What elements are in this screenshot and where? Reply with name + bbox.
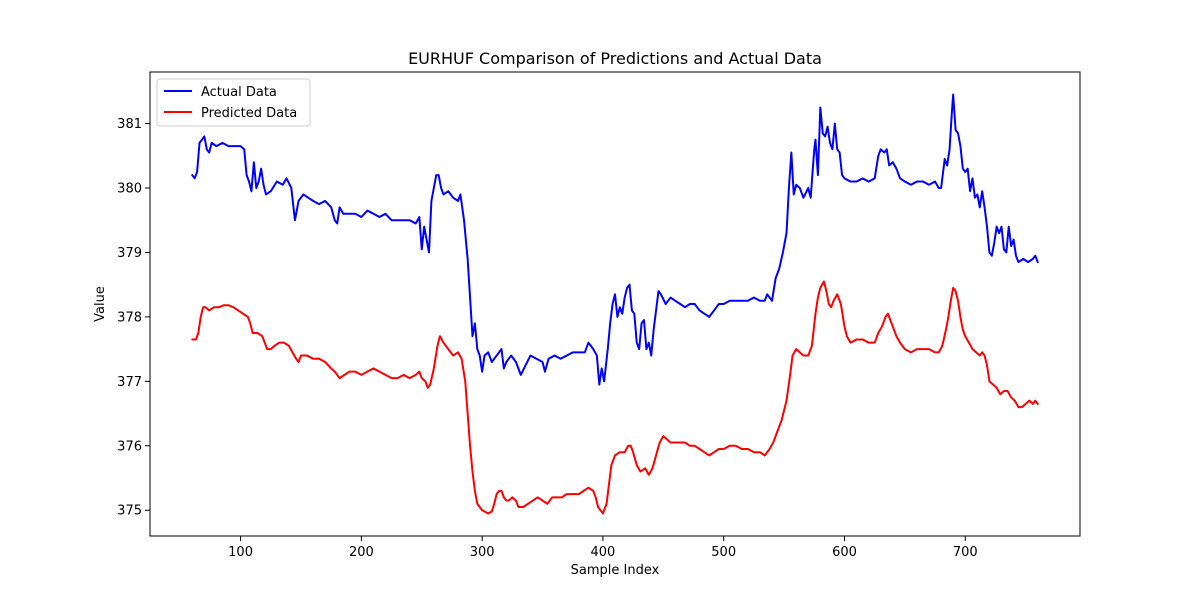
y-tick-label: 376 xyxy=(117,439,142,454)
series-line-predicted xyxy=(191,280,1039,515)
y-tick-label: 380 xyxy=(117,182,142,197)
y-axis-label: Value xyxy=(93,286,108,322)
x-tick-label: 200 xyxy=(349,545,374,560)
series-layer xyxy=(191,93,1039,515)
plot-frame xyxy=(149,71,1081,537)
x-axis-label: Sample Index xyxy=(571,563,660,578)
x-tick-label: 100 xyxy=(228,545,253,560)
series-line-actual xyxy=(191,93,1039,386)
x-tick-label: 300 xyxy=(470,545,495,560)
x-tick-label: 500 xyxy=(711,545,736,560)
legend-box xyxy=(156,78,311,127)
x-axis: 100 200 300 400 500 600 700 xyxy=(228,536,978,560)
x-tick-label: 600 xyxy=(832,545,857,560)
x-tick-label: 700 xyxy=(953,545,978,560)
y-tick-label: 381 xyxy=(117,117,142,132)
y-axis: 375 376 377 378 379 380 381 xyxy=(117,117,150,519)
y-tick-label: 375 xyxy=(117,504,142,519)
y-tick-label: 378 xyxy=(117,310,142,325)
x-tick-label: 400 xyxy=(591,545,616,560)
legend: Actual Data Predicted Data xyxy=(156,78,311,127)
y-tick-label: 379 xyxy=(117,246,142,261)
plot-area xyxy=(149,71,1081,537)
chart-title: EURHUF Comparison of Predictions and Act… xyxy=(408,49,822,68)
legend-label-actual: Actual Data xyxy=(201,85,277,100)
legend-label-predicted: Predicted Data xyxy=(201,106,297,121)
y-tick-label: 377 xyxy=(117,375,142,390)
